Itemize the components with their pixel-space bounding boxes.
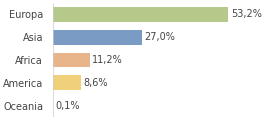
Bar bbox=[53, 75, 81, 90]
Text: 53,2%: 53,2% bbox=[231, 9, 262, 19]
Text: 0,1%: 0,1% bbox=[56, 101, 80, 111]
Text: 27,0%: 27,0% bbox=[144, 32, 175, 42]
Bar bbox=[53, 53, 90, 67]
Bar bbox=[53, 30, 142, 45]
Text: 11,2%: 11,2% bbox=[92, 55, 123, 65]
Text: 8,6%: 8,6% bbox=[84, 78, 108, 88]
Bar bbox=[53, 7, 228, 22]
